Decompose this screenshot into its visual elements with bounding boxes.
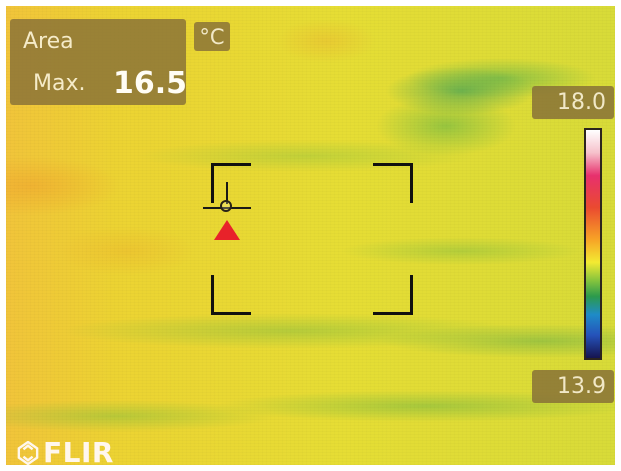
reticle-corner-top-right xyxy=(373,163,413,203)
area-box-icon xyxy=(211,163,413,315)
thermal-image-viewer: Area Max. 16.5 °C 18.0 13.9 FLIR xyxy=(6,6,615,465)
temperature-unit-badge: °C xyxy=(194,22,230,51)
hotspot-marker-icon xyxy=(214,220,240,240)
spot-target-circle xyxy=(220,200,232,212)
temperature-color-scale xyxy=(584,128,602,360)
flir-logo: FLIR xyxy=(17,439,114,465)
brand-name: FLIR xyxy=(43,436,114,466)
flir-logo-icon xyxy=(17,441,39,465)
area-measurement-box: Area Max. 16.5 xyxy=(10,19,188,105)
temperature-scale-min: 13.9 xyxy=(532,370,614,403)
reticle-corner-bottom-right xyxy=(373,275,413,315)
temperature-scale-max: 18.0 xyxy=(532,86,614,119)
max-label: Max. xyxy=(33,71,86,96)
reticle-corner-top-left xyxy=(211,163,251,203)
reticle-corner-bottom-left xyxy=(211,275,251,315)
area-label: Area xyxy=(23,29,74,54)
max-temperature-value: 16.5 xyxy=(113,66,188,101)
spot-crosshair-vertical xyxy=(226,182,228,204)
